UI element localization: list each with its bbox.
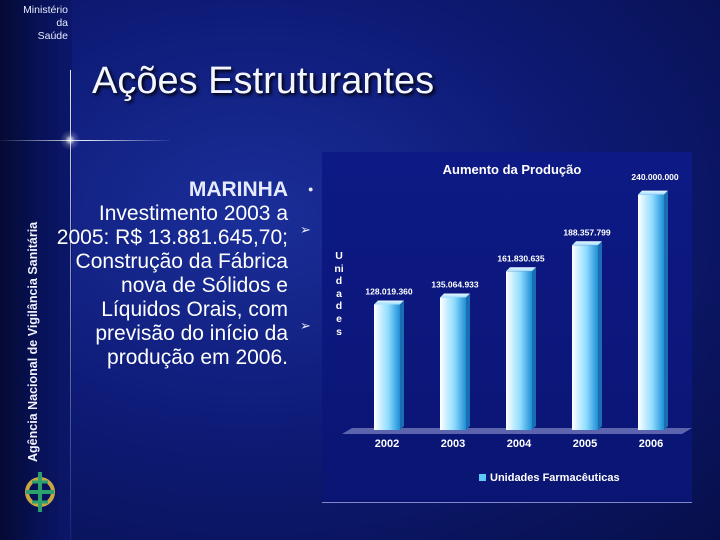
legend-swatch [479,474,486,481]
bar-top-2002 [374,300,404,305]
content-text: MARINHA Investimento 2003 a 2005: R$ 13.… [56,178,288,370]
data-label: 161.830.635 [497,253,545,263]
agency-logo-icon [25,472,55,512]
ministry-label: Ministério da Saúde [4,4,68,43]
bar-side-2003 [466,293,470,430]
ministry-line-3: Saúde [37,30,68,42]
bar-side-2002 [400,300,404,430]
x-tick-label: 2006 [639,438,663,450]
bar-2002 [374,304,400,430]
chart-title: Aumento da Produção [443,162,582,177]
decorative-vertical-line [70,70,71,540]
data-label: 240.000.000 [631,172,679,182]
data-label: 128.019.360 [365,286,413,296]
section-subtitle: MARINHA [188,178,288,201]
page-title: Ações Estruturantes [92,60,435,102]
sparkle-icon [58,128,82,152]
bar-2005 [572,245,598,430]
bar-2003 [440,297,466,430]
x-tick-label: 2003 [441,438,465,450]
decorative-horizontal-line [0,140,170,141]
arrow-bullet-icon: ➢ [300,222,311,237]
legend-entry: Unidades Farmacêuticas [490,472,620,484]
investment-paragraph: Investimento 2003 a 2005: R$ 13.881.645,… [56,202,288,249]
left-sidebar-band [0,0,72,540]
factory-paragraph: Construção da Fábrica nova de Sólidos e … [75,250,288,369]
ministry-line-2: da [56,17,68,29]
bar-top-2006 [638,190,668,195]
bar-2004 [506,271,532,430]
bar-top-2003 [440,293,470,298]
bar-side-2006 [664,190,668,430]
dot-bullet-icon: ● [308,184,314,194]
chart-floor [342,428,692,434]
bar-top-2004 [506,267,536,272]
x-tick-label: 2005 [573,438,597,450]
data-label: 188.357.799 [563,227,611,237]
x-tick-label: 2002 [375,438,399,450]
ministry-line-1: Ministério [23,4,68,16]
data-label: 135.064.933 [431,280,479,290]
bar-side-2004 [532,267,536,430]
bar-top-2005 [572,241,602,246]
bar-side-2005 [598,241,602,430]
x-tick-label: 2004 [507,438,532,450]
arrow-bullet-icon: ➢ [300,318,311,333]
y-axis-label: Unidades [334,250,344,338]
bar-2006 [638,194,664,430]
